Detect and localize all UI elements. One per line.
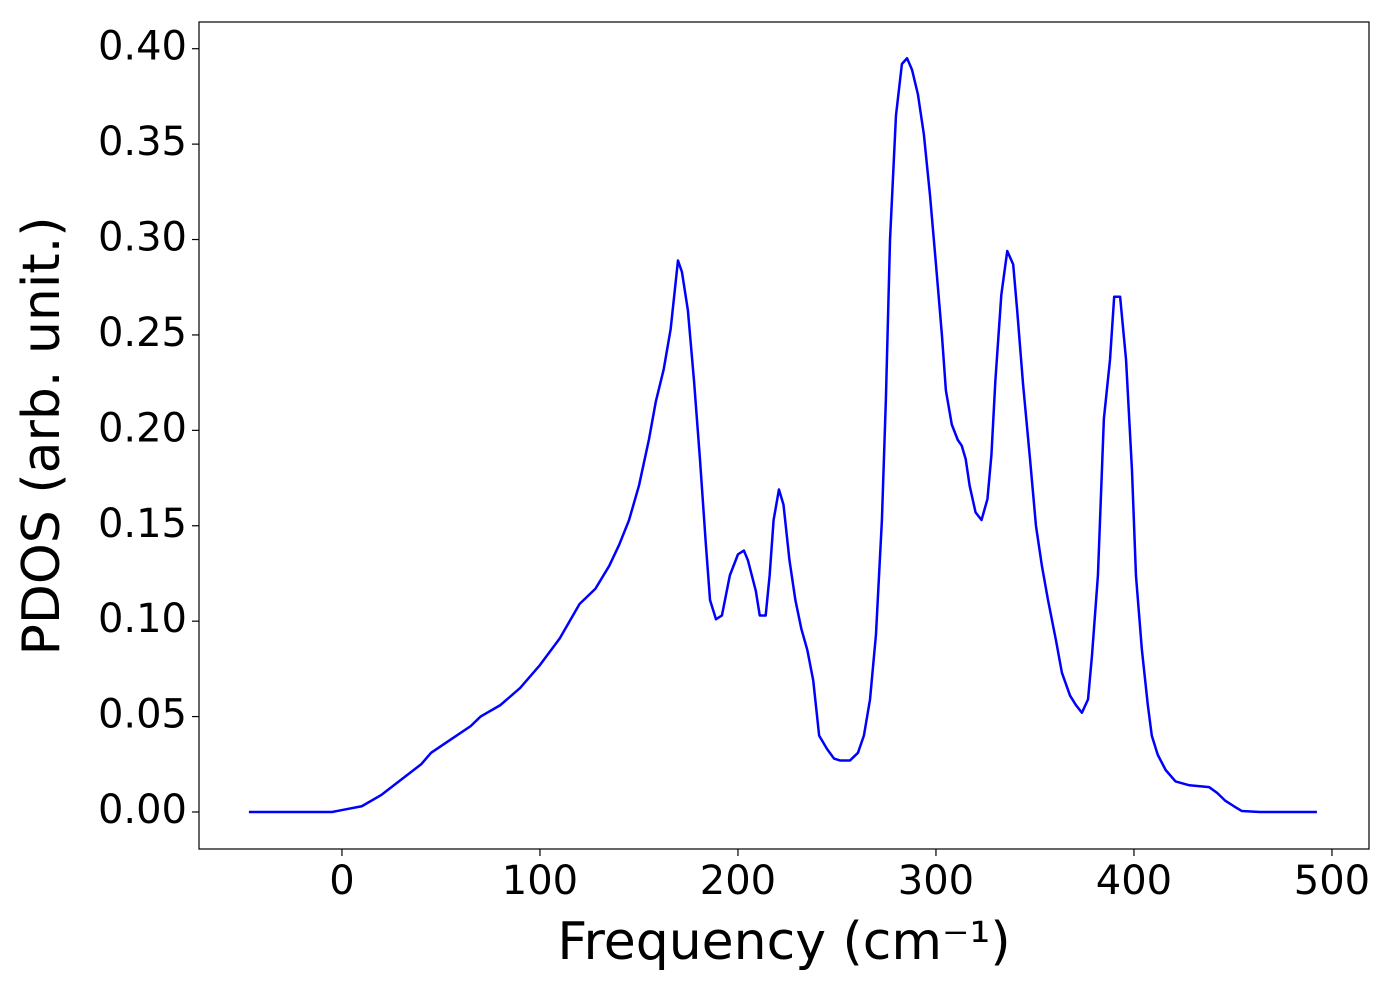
y-tick-label: 0.20	[98, 405, 187, 451]
plot-frame	[198, 21, 1370, 850]
x-tick-label: 300	[898, 858, 974, 904]
x-tick-label: 200	[700, 858, 776, 904]
y-tick-label: 0.05	[98, 692, 187, 738]
x-tick-label: 0	[329, 858, 354, 904]
x-tick-label: 500	[1294, 858, 1370, 904]
y-tick-label: 0.35	[98, 119, 187, 165]
y-tick-label: 0.30	[98, 215, 187, 261]
y-tick-label: 0.15	[98, 501, 187, 547]
y-tick-label: 0.40	[98, 24, 187, 70]
x-tick-label: 100	[502, 858, 578, 904]
x-axis-label: Frequency (cm⁻¹)	[557, 912, 1010, 972]
y-tick-label: 0.10	[98, 596, 187, 642]
y-tick-label: 0.00	[98, 787, 187, 833]
y-tick-label: 0.25	[98, 310, 187, 356]
data-line	[248, 57, 1317, 814]
x-tick-label: 400	[1096, 858, 1172, 904]
y-axis-label: PDOS (arb. unit.)	[12, 216, 72, 655]
